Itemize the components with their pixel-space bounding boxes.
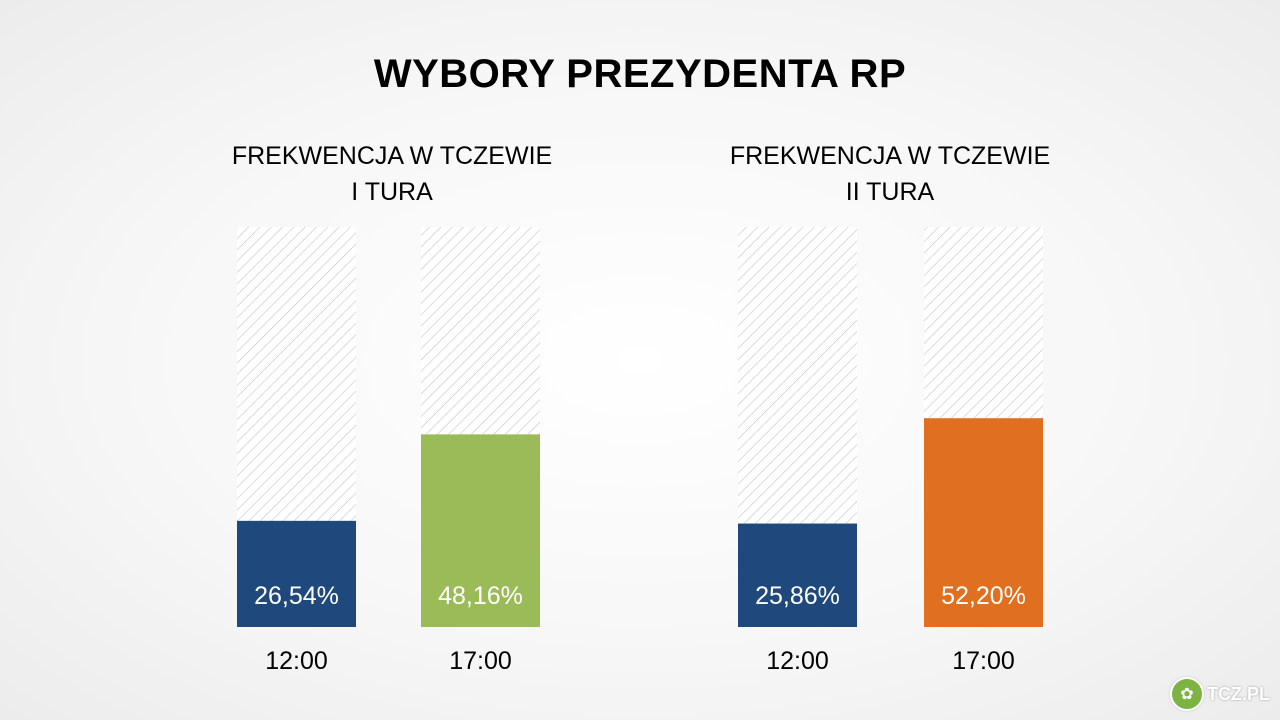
bar-value-label: 26,54% xyxy=(254,582,339,610)
chart-title-tura-2: FREKWENCJA W TCZEWIE II TURA xyxy=(680,138,1100,210)
page-title: WYBORY PREZYDENTA RP xyxy=(373,52,907,96)
category-label: 12:00 xyxy=(265,647,328,675)
chart-tura-2: 25,86% 12:00 52,20% 17:00 xyxy=(738,227,1043,675)
category-label: 17:00 xyxy=(952,647,1015,675)
chart-title-line: II TURA xyxy=(845,178,935,206)
chart-title-tura-1: FREKWENCJA W TCZEWIE I TURA xyxy=(182,138,602,210)
chart-tura-1: 26,54% 12:00 48,16% 17:00 xyxy=(237,227,540,675)
bar xyxy=(237,520,356,627)
chart-title-line: FREKWENCJA W TCZEWIE xyxy=(729,142,1051,170)
bar xyxy=(924,418,1043,627)
bar-value-label: 48,16% xyxy=(438,582,523,610)
bar-value-label: 25,86% xyxy=(755,582,840,610)
chart-title-line: I TURA xyxy=(351,178,433,206)
chart-title-line: FREKWENCJA W TCZEWIE xyxy=(231,142,553,170)
logo-text: TCZ.PL xyxy=(1207,683,1270,704)
bar xyxy=(421,434,540,627)
tcz-logo-icon: ✿ xyxy=(1170,677,1204,711)
bar xyxy=(738,523,857,627)
site-logo[interactable]: ✿ TCZ.PL xyxy=(1170,676,1270,712)
category-label: 12:00 xyxy=(766,647,829,675)
category-label: 17:00 xyxy=(449,647,512,675)
bar-value-label: 52,20% xyxy=(941,582,1026,610)
